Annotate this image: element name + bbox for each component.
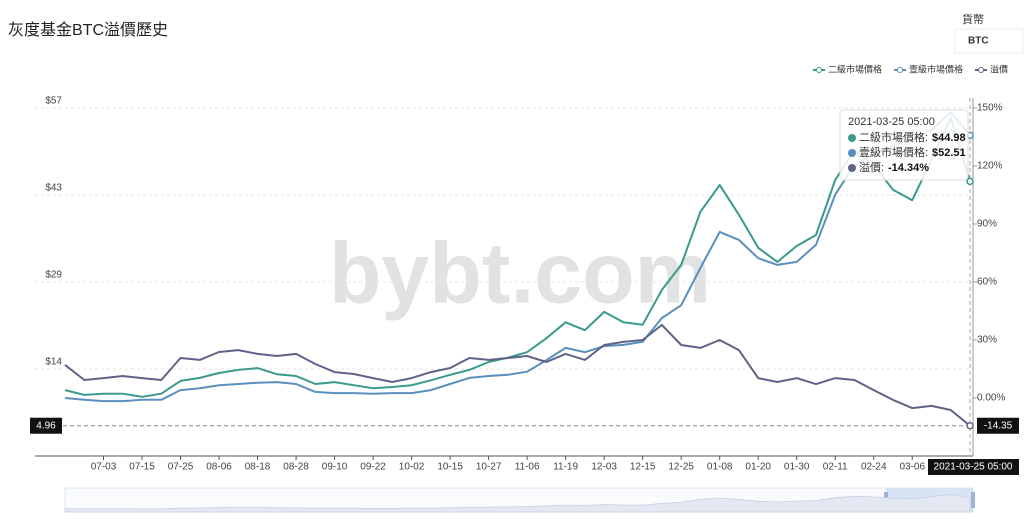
tooltip-dot — [848, 164, 856, 172]
zoom-slider[interactable] — [64, 487, 975, 513]
x-tick-label: 10-27 — [476, 462, 502, 473]
tooltip-sep: : — [881, 162, 884, 174]
currency-label: 貨幣 — [962, 12, 984, 26]
x-tick-label: 09-10 — [322, 462, 348, 473]
tooltip-sep: : — [925, 147, 928, 159]
tooltip-sep: : — [925, 132, 928, 144]
x-tick-label: 11-19 — [553, 462, 578, 473]
legend-label: 溢價 — [990, 63, 1008, 74]
x-tick-label: 01-30 — [784, 462, 810, 473]
y2-tick-label: 0.00% — [977, 393, 1005, 404]
slider-preview — [64, 494, 971, 513]
y2-tick-label: 60% — [977, 277, 997, 288]
crosshair-y2-label: -14.35 — [984, 420, 1013, 431]
crosshair-y-label: 4.96 — [36, 420, 56, 431]
y-tick-label: $57 — [45, 96, 62, 107]
tooltip-name: 溢價 — [859, 160, 881, 174]
tooltip-title: 2021-03-25 05:00 — [848, 116, 935, 128]
y2-tick-label: 30% — [977, 335, 997, 346]
x-tick-label: 02-11 — [823, 462, 848, 473]
legend-label: 壹級市場價格 — [909, 63, 963, 74]
legend-label: 二級市場價格 — [828, 63, 882, 74]
tooltip — [839, 109, 969, 181]
x-tick-label: 08-06 — [206, 462, 232, 473]
watermark: bybt.com — [329, 226, 711, 322]
x-tick-label: 07-03 — [91, 462, 117, 473]
legend-dot — [816, 67, 822, 73]
x-tick-label: 09-22 — [360, 462, 386, 473]
tooltip-value: -14.34% — [888, 162, 929, 174]
x-tick-label: 03-06 — [899, 462, 925, 473]
x-tick-label: 01-08 — [707, 462, 733, 473]
y2-tick-label: 90% — [977, 219, 997, 230]
x-tick-label: 01-20 — [745, 462, 771, 473]
crosshair-y-box — [30, 417, 62, 434]
tooltip-value: $52.51 — [932, 147, 966, 159]
slider-handle[interactable] — [971, 492, 975, 508]
tooltip-value: $44.98 — [932, 132, 966, 144]
x-tick-label: 08-18 — [245, 462, 271, 473]
x-tick-label: 10-02 — [399, 462, 425, 473]
tooltip-dot — [848, 134, 856, 142]
tooltip-name: 壹級市場價格 — [859, 145, 925, 159]
series-line — [64, 111, 971, 403]
crosshair-x-box — [928, 459, 1019, 475]
x-tick-label: 08-28 — [283, 462, 309, 473]
y2-tick-label: 120% — [977, 161, 1003, 172]
legend-dot — [978, 67, 985, 73]
x-tick-label: 02-24 — [861, 462, 887, 473]
y2-tick-label: 150% — [977, 103, 1003, 114]
chart-title: 灰度基金BTC溢價歷史 — [8, 21, 168, 39]
x-tick-label: 07-15 — [129, 462, 155, 473]
currency-select[interactable] — [954, 28, 1024, 54]
y-tick-label: $43 — [45, 183, 62, 194]
x-tick-label: 12-25 — [668, 462, 694, 473]
x-tick-label: 10-15 — [437, 462, 463, 473]
series-line — [64, 116, 971, 398]
x-tick-label: 12-03 — [591, 462, 617, 473]
crosshair-x-label: 2021-03-25 05:00 — [934, 462, 1013, 473]
tooltip-name: 二級市場價格 — [859, 130, 925, 144]
y-tick-label: $29 — [45, 270, 62, 281]
y-tick-label: $14 — [45, 357, 62, 368]
tooltip-dot — [848, 149, 856, 157]
currency-value: BTC — [968, 36, 989, 47]
series-endpoint — [966, 177, 974, 186]
series-endpoint — [966, 421, 974, 430]
x-tick-label: 12-15 — [630, 462, 656, 473]
series-line — [64, 323, 971, 427]
crosshair-y2-box — [977, 417, 1019, 434]
legend-dot — [897, 67, 904, 73]
x-tick-label: 11-06 — [515, 462, 540, 473]
x-tick-label: 07-25 — [168, 462, 194, 473]
